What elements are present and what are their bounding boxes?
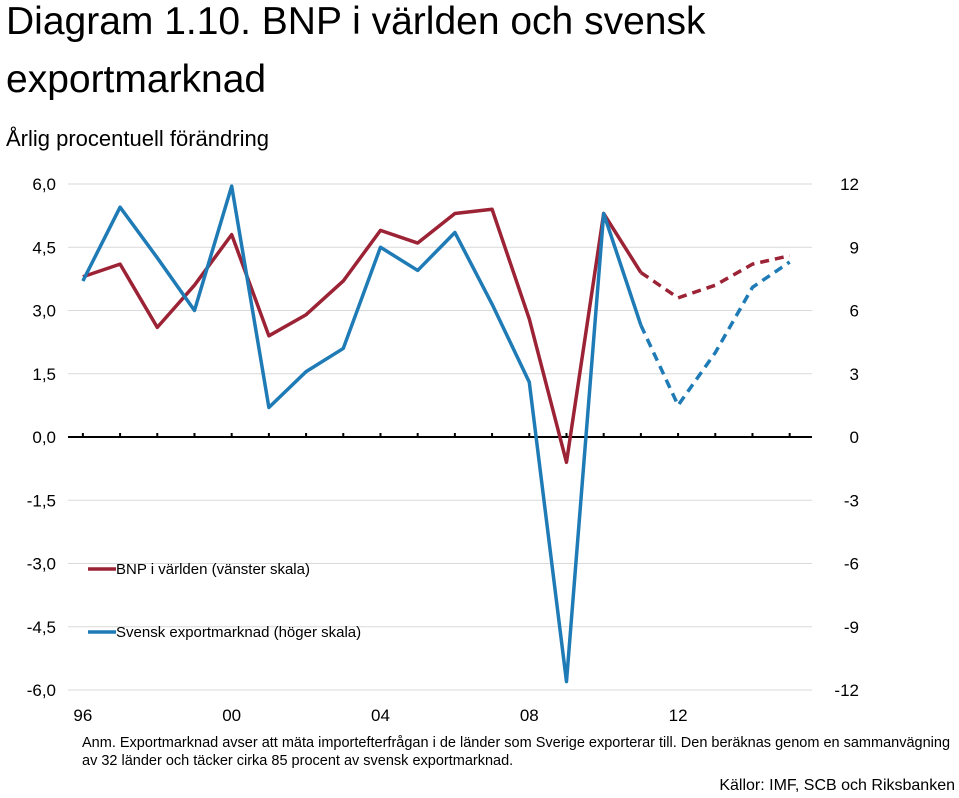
line-chart: 6,0 12 4,5 9 3,0 6 1,5 3 0,0 0 -1,5 -3 -3,0 -6 -4,5 -9 -… (27, 175, 859, 725)
y-right-tick-label: 9 (850, 238, 859, 257)
y-right-tick-label: 0 (850, 428, 859, 447)
series-forecast-line-0 (639, 253, 791, 300)
series-forecast-line-1 (639, 260, 791, 408)
axes (68, 433, 812, 438)
series-line-0 (82, 207, 643, 465)
y-right-tick-label: -9 (844, 618, 859, 637)
y-left-tick-label: 4,5 (32, 238, 56, 257)
x-tick-label: 04 (371, 706, 390, 725)
y-right-tick-label: 12 (840, 175, 859, 194)
gridlines (68, 183, 812, 691)
chart-title-line-2: exportmarknad (6, 58, 267, 101)
x-tick-label: 00 (222, 706, 241, 725)
y-right-tick-label: -12 (834, 681, 859, 700)
chart-source: Källor: IMF, SCB och Riksbanken (719, 777, 955, 794)
y-left-tick-label: -1,5 (27, 491, 56, 510)
y-right-tick-label: 3 (850, 365, 859, 384)
tick-labels: 6,0 12 4,5 9 3,0 6 1,5 3 0,0 0 -1,5 -3 -3,0 -6 -4,5 -9 -… (27, 175, 859, 725)
y-right-tick-label: 6 (850, 302, 859, 321)
legend-label-0: BNP i världen (vänster skala) (116, 561, 310, 578)
series-line-1 (81, 184, 643, 684)
chart-note: Anm. Exportmarknad avser att mäta import… (82, 735, 951, 769)
y-left-tick-label: -4,5 (27, 618, 56, 637)
y-left-tick-label: 6,0 (32, 175, 56, 194)
y-left-tick-label: 0,0 (32, 428, 56, 447)
x-tick-label: 08 (520, 706, 539, 725)
chart-subtitle: Årlig procentuell förändring (6, 126, 269, 151)
legend: BNP i världen (vänster skala) Svensk expo… (88, 561, 361, 641)
y-left-tick-label: -6,0 (27, 681, 56, 700)
y-right-tick-label: -6 (844, 555, 859, 574)
legend-label-1: Svensk exportmarknad (höger skala) (116, 624, 361, 641)
y-left-tick-label: 1,5 (32, 365, 56, 384)
x-tick-label: 12 (669, 706, 688, 725)
y-left-tick-label: -3,0 (27, 555, 56, 574)
x-tick-label: 96 (73, 706, 92, 725)
y-left-tick-label: 3,0 (32, 302, 56, 321)
chart-title-line-1: Diagram 1.10. BNP i världen och svensk (6, 0, 706, 43)
series (81, 184, 791, 684)
y-right-tick-label: -3 (844, 491, 859, 510)
